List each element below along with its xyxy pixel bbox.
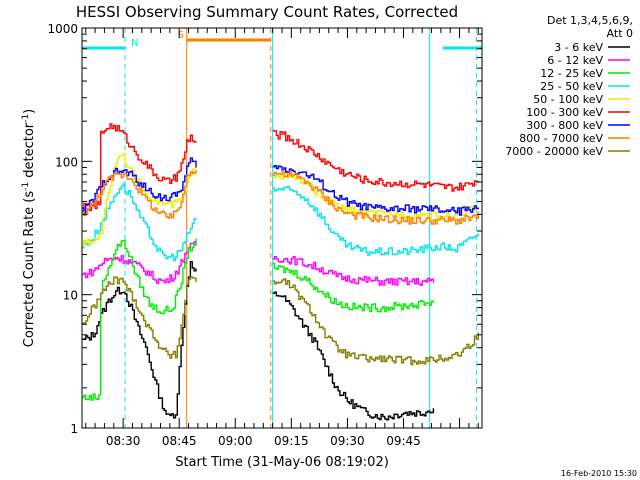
y-axis-label-end: ) bbox=[22, 109, 37, 114]
y-axis-label-sup1: -1 bbox=[21, 182, 31, 191]
legend-label: 300 - 800 keV bbox=[526, 119, 603, 132]
y-axis-label-main: Corrected Count Rate (s bbox=[22, 191, 37, 348]
legend-label: 100 - 300 keV bbox=[526, 106, 603, 119]
x-tick-label: 09:45 bbox=[386, 434, 421, 448]
x-tick-label: 09:15 bbox=[274, 434, 309, 448]
x-tick-label: 08:30 bbox=[106, 434, 141, 448]
series-line-25-50-kev bbox=[82, 183, 479, 262]
y-tick-label: 1 bbox=[70, 422, 78, 436]
flag-label-s: S bbox=[178, 30, 184, 41]
y-axis-label: Corrected Count Rate (s-1 detector-1) bbox=[21, 109, 37, 347]
legend-label: 6 - 12 keV bbox=[547, 54, 603, 67]
y-axis-label-mid: detector bbox=[22, 122, 37, 182]
x-tick-label: 08:45 bbox=[162, 434, 197, 448]
legend-header-line1: Det 1,3,4,5,6,9, bbox=[547, 14, 633, 27]
legend-label: 12 - 25 keV bbox=[540, 67, 603, 80]
x-axis-label: Start Time (31-May-06 08:19:02) bbox=[175, 455, 389, 470]
flags-layer: NS bbox=[82, 30, 482, 50]
y-ticks: 1 10 100 1000 bbox=[47, 22, 482, 436]
series-line-800-7000-kev bbox=[82, 169, 479, 225]
vlines-layer bbox=[124, 28, 477, 428]
legend-label: 800 - 7000 keV bbox=[519, 132, 603, 145]
series-line-300-800-kev bbox=[82, 157, 479, 216]
y-tick-label: 100 bbox=[55, 155, 78, 169]
chart-title: HESSI Observing Summary Count Rates, Cor… bbox=[76, 3, 458, 21]
series-line-50-100-kev bbox=[82, 153, 479, 248]
series-line-100-300-kev bbox=[82, 123, 479, 212]
y-axis-label-sup2: -1 bbox=[21, 114, 31, 123]
series-line-7000-20000-kev bbox=[82, 276, 479, 366]
series-line-6-12-kev bbox=[82, 241, 435, 286]
series-layer bbox=[82, 123, 479, 421]
legend-label: 3 - 6 keV bbox=[554, 41, 603, 54]
x-tick-label: 09:00 bbox=[218, 434, 253, 448]
x-tick-label: 09:30 bbox=[330, 434, 365, 448]
y-tick-label: 1000 bbox=[47, 22, 78, 36]
legend-label: 50 - 100 keV bbox=[533, 93, 603, 106]
legend-label: 7000 - 20000 keV bbox=[505, 145, 603, 158]
x-ticks: 08:30 08:45 09:00 09:15 09:30 09:45 bbox=[85, 28, 479, 448]
plot-frame bbox=[81, 27, 483, 429]
legend-header-line2: Att 0 bbox=[607, 27, 633, 40]
legend-label: 25 - 50 keV bbox=[540, 80, 603, 93]
timestamp: 16-Feb-2010 15:30 bbox=[561, 469, 637, 478]
flag-label-n: N bbox=[131, 38, 138, 49]
y-tick-label: 10 bbox=[63, 289, 78, 303]
